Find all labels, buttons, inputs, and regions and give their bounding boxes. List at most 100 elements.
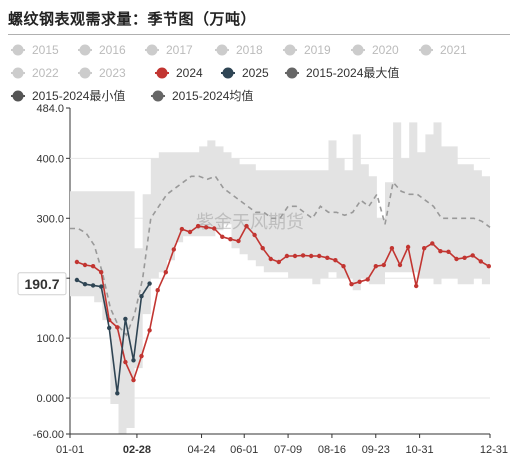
series-2024-line [76, 224, 490, 383]
series-2024-point [139, 353, 144, 359]
x-tick-label: 08-16 [318, 444, 346, 456]
legend-2015-2024--marker[interactable] [286, 67, 298, 79]
series-2025-point [99, 284, 104, 289]
series-2025-line [76, 279, 151, 394]
series-2024-point [414, 283, 419, 289]
legend-2015-2024--label[interactable]: 2015-2024均值 [172, 88, 253, 103]
legend-2015-2024--marker[interactable] [152, 90, 164, 102]
legend-2023-marker[interactable] [79, 67, 91, 79]
legend-2022-marker[interactable] [12, 67, 24, 79]
x-tick-label: 12-31 [480, 444, 508, 456]
x-tick-label: 07-09 [274, 444, 302, 456]
series-2024-point [300, 253, 306, 258]
series-2024-point [389, 246, 395, 251]
series-2024-point [341, 264, 346, 269]
series-2024-point [82, 262, 88, 268]
x-tick-label: 04-24 [187, 444, 215, 456]
series-2024-point [252, 232, 257, 238]
legend-2018-marker[interactable] [216, 44, 228, 56]
legend-2025-marker[interactable] [222, 67, 234, 79]
series-2025-point [115, 391, 120, 396]
legend-2025-label[interactable]: 2025 [242, 66, 269, 80]
legend-2022-label[interactable]: 2022 [32, 66, 59, 80]
series-2025-point [139, 294, 144, 299]
series-2024-point [123, 359, 128, 365]
series-2024-point [115, 325, 120, 330]
series-2025-point [90, 283, 96, 288]
series-2024-point [179, 226, 185, 232]
series-2024-point [325, 255, 330, 260]
series-2024-point [171, 247, 176, 252]
y-tick-label: 484.0 [36, 103, 64, 115]
legend-2023-label[interactable]: 2023 [99, 66, 126, 80]
legend-2019-marker[interactable] [284, 44, 296, 56]
series-2024-point [228, 237, 233, 242]
series-2024-point [147, 328, 152, 333]
x-pointer-box [112, 439, 161, 457]
series-2024-point [478, 259, 483, 264]
series-2025-point [131, 358, 136, 363]
series-2024-point [276, 259, 281, 265]
series-2024-point [268, 256, 273, 262]
series-2024-point [317, 253, 322, 259]
legend-2018-label[interactable]: 2018 [236, 43, 263, 57]
title-divider [8, 34, 510, 35]
series-2024-point [204, 225, 209, 230]
series-2025-point [74, 277, 80, 283]
legend-2015-label[interactable]: 2015 [32, 43, 59, 57]
series-2024-point [236, 238, 241, 244]
y-tick-label: 300.0 [36, 213, 64, 225]
series-2024-point [187, 229, 193, 235]
series-2024-point [220, 234, 225, 239]
watermark: 紫金天风期货 [196, 212, 304, 232]
series-2024-point [357, 279, 362, 284]
legend-2021-label[interactable]: 2021 [440, 43, 467, 57]
series-2024-point [405, 244, 411, 250]
series-2024-point [131, 377, 136, 383]
legend-2019-label[interactable]: 2019 [304, 43, 331, 57]
legend-2020-marker[interactable] [352, 44, 364, 56]
series-2024-point [260, 246, 265, 251]
x-tick-label: 06-01 [230, 444, 258, 456]
series-2024-point [212, 226, 217, 231]
series-2024-point [397, 262, 403, 268]
legend-2017-marker[interactable] [146, 44, 158, 56]
series-2024-point [284, 253, 290, 259]
series-2024-point [381, 262, 386, 268]
series-2024-point [446, 249, 451, 254]
series-2024-point [163, 270, 168, 275]
legend-2015-2024--label[interactable]: 2015-2024最小值 [32, 88, 125, 103]
y-tick-label: 400.0 [36, 153, 64, 165]
series-2024-point [90, 264, 96, 269]
legend-2015-2024--marker[interactable] [12, 90, 24, 102]
y-tick-label: 0.000 [36, 393, 64, 405]
y-tick-label: 100.0 [36, 333, 64, 345]
series-2024-point [438, 249, 443, 254]
legend-2016-label[interactable]: 2016 [99, 43, 126, 57]
legend-2024-label[interactable]: 2024 [176, 66, 203, 80]
y-tick-label: -60.00 [33, 429, 64, 441]
x-tick-label: 02-28 [123, 444, 151, 456]
chart-title: 螺纹钢表观需求量：季节图（万吨） [8, 11, 257, 28]
series-2024-point [195, 223, 201, 229]
series-2024-point [292, 253, 298, 259]
series-2024-point [430, 241, 435, 246]
series-2024-point [422, 246, 427, 251]
legend-2016-marker[interactable] [79, 44, 91, 56]
legend-2024-marker[interactable] [156, 67, 168, 79]
legend-2015-2024--label[interactable]: 2015-2024最大值 [306, 65, 399, 80]
series-2024-point [486, 264, 491, 269]
legend-2017-label[interactable]: 2017 [166, 43, 193, 57]
series-2024-point [333, 258, 338, 263]
series-2024-point [462, 255, 467, 260]
x-tick-label: 01-01 [56, 444, 84, 456]
x-tick-label: 10-31 [406, 444, 434, 456]
series-2025-point [147, 281, 152, 286]
legend-2020-label[interactable]: 2020 [372, 43, 399, 57]
legend-2021-marker[interactable] [420, 44, 432, 56]
series-2024-point [349, 282, 354, 287]
series-2015-2024--line [70, 175, 491, 337]
series-2024-point [470, 253, 475, 258]
legend-2015-marker[interactable] [12, 44, 24, 56]
